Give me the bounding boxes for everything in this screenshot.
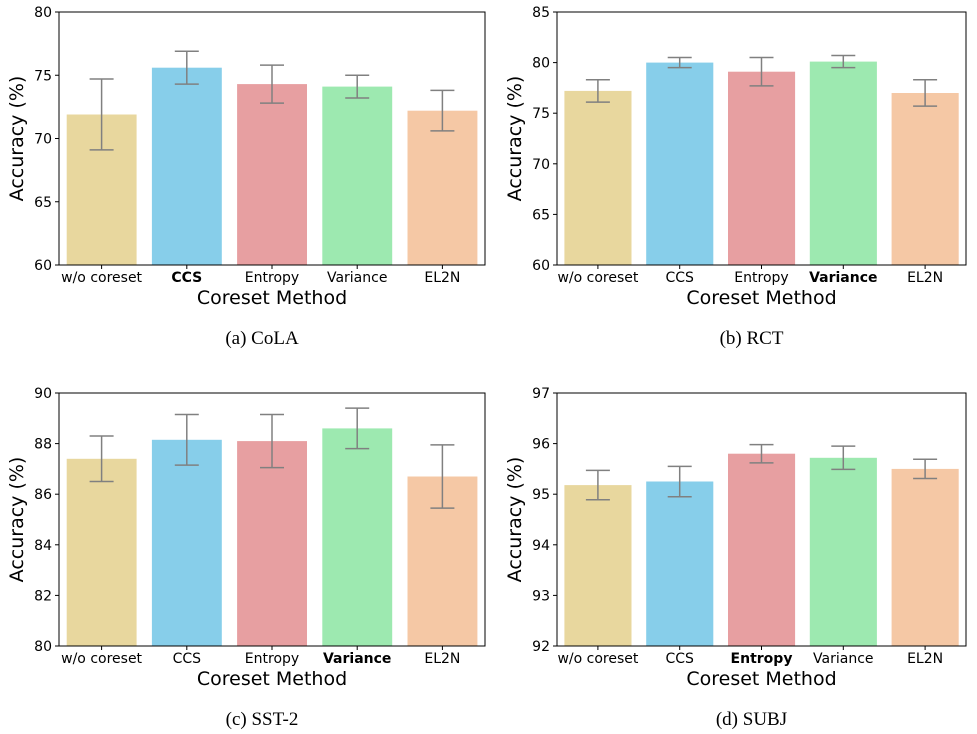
x-tick-label: CCS	[665, 651, 694, 667]
bar	[237, 441, 307, 646]
x-tick-label: w/o coreset	[557, 270, 638, 286]
y-tick-label: 94	[532, 538, 550, 554]
y-tick-label: 60	[34, 258, 52, 274]
y-tick-label: 80	[34, 5, 52, 21]
y-tick-label: 84	[34, 538, 52, 554]
bar	[809, 61, 877, 265]
bar	[891, 93, 959, 265]
y-tick-label: 97	[532, 386, 550, 402]
y-tick-label: 96	[532, 437, 550, 453]
y-axis-label: Accuracy (%)	[6, 457, 28, 583]
y-tick-label: 65	[34, 195, 52, 211]
x-tick-label: CCS	[173, 651, 202, 667]
bar	[151, 439, 222, 646]
x-axis-label: Coreset Method	[686, 287, 836, 309]
bar	[151, 67, 222, 265]
y-tick-label: 93	[532, 588, 550, 604]
x-tick-label: Variance	[323, 651, 391, 667]
y-tick-label: 70	[34, 132, 52, 148]
plot-frame	[556, 392, 967, 647]
x-tick-label: EL2N	[424, 270, 460, 286]
x-tick-label: CCS	[171, 270, 202, 286]
bar	[646, 62, 714, 265]
bar	[66, 458, 137, 646]
y-tick-label: 92	[532, 639, 550, 655]
panel-caption: (a) CoLA	[225, 328, 299, 349]
bar	[322, 428, 393, 646]
x-axis-label: Coreset Method	[197, 668, 347, 690]
y-tick-label: 70	[532, 157, 550, 173]
x-tick-label: Variance	[327, 270, 387, 286]
x-tick-label: Entropy	[731, 651, 793, 667]
y-tick-label: 90	[34, 386, 52, 402]
chart-panel-2: w/o coreset CCS Entropy Variance EL2N 60 65 70 7…	[504, 5, 967, 349]
x-tick-label: CCS	[665, 270, 694, 286]
chart-panel-3: w/o coreset CCS Entropy Variance EL2N 80 82 84 8…	[6, 386, 486, 730]
panel-caption: (c) SST-2	[226, 709, 299, 730]
bar	[646, 481, 714, 646]
y-tick-label: 60	[532, 258, 550, 274]
y-tick-label: 80	[34, 639, 52, 655]
plot-frame	[58, 11, 486, 266]
bar	[564, 90, 632, 266]
y-tick-label: 95	[532, 487, 550, 503]
y-tick-label: 85	[532, 5, 550, 21]
y-tick-label: 80	[532, 56, 550, 72]
bar	[809, 457, 877, 646]
x-tick-label: EL2N	[424, 651, 460, 667]
y-tick-label: 82	[34, 588, 52, 604]
y-tick-label: 88	[34, 437, 52, 453]
plot-frame	[556, 11, 967, 266]
x-tick-label: Entropy	[245, 270, 299, 286]
x-tick-label: w/o coreset	[61, 270, 142, 286]
x-tick-label: EL2N	[907, 651, 943, 667]
y-tick-label: 86	[34, 487, 52, 503]
bar	[407, 110, 478, 265]
x-tick-label: Entropy	[734, 270, 788, 286]
chart-panel-1: w/o coreset CCS Entropy Variance EL2N 60 65 70 7…	[6, 5, 486, 349]
bar	[728, 453, 796, 646]
x-tick-label: Variance	[813, 651, 873, 667]
y-axis-label: Accuracy (%)	[504, 76, 526, 202]
bar	[322, 86, 393, 265]
x-tick-label: w/o coreset	[61, 651, 142, 667]
y-tick-label: 75	[532, 106, 550, 122]
y-axis-label: Accuracy (%)	[6, 76, 28, 202]
panel-caption: (b) RCT	[720, 328, 784, 349]
chart-panel-4: w/o coreset CCS Entropy Variance EL2N 92 93 94 9…	[504, 386, 967, 730]
x-tick-label: w/o coreset	[557, 651, 638, 667]
x-tick-label: Entropy	[245, 651, 299, 667]
bar	[237, 84, 307, 265]
y-tick-label: 65	[532, 207, 550, 223]
bar	[564, 485, 632, 646]
x-tick-label: EL2N	[907, 270, 943, 286]
bar	[891, 468, 959, 646]
y-tick-label: 75	[34, 68, 52, 84]
x-axis-label: Coreset Method	[197, 287, 347, 309]
x-axis-label: Coreset Method	[686, 668, 836, 690]
panel-caption: (d) SUBJ	[716, 709, 787, 730]
plot-frame	[58, 392, 486, 647]
y-axis-label: Accuracy (%)	[504, 457, 526, 583]
bar	[728, 71, 796, 265]
x-tick-label: Variance	[809, 270, 877, 286]
